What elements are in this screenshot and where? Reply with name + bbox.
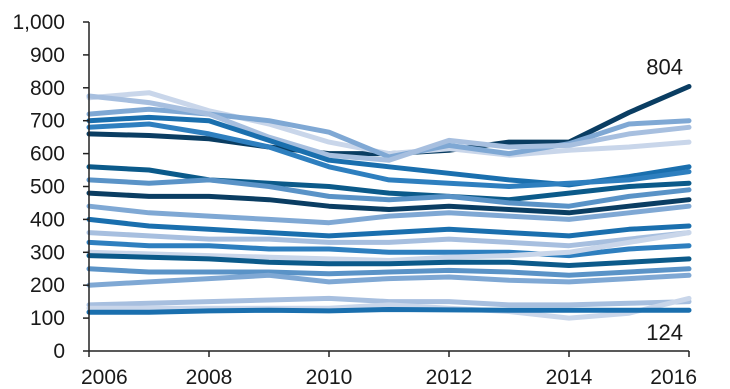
series-line-16 (86, 266, 692, 278)
series-line-18 (86, 295, 692, 308)
y-tick-label: 500 (30, 176, 65, 199)
y-tick-label: 400 (30, 208, 65, 231)
series-line-9 (86, 190, 692, 216)
y-tick-label: 700 (30, 110, 65, 133)
annotation-label: 804 (646, 54, 683, 79)
series-line-14 (86, 230, 692, 263)
x-tick-label: 2006 (81, 366, 128, 389)
y-tick-label: 300 (30, 241, 65, 264)
series-line-20 (86, 307, 692, 315)
x-tick-label: 2012 (426, 366, 473, 389)
y-tick-label: 900 (30, 44, 65, 67)
series-line-2 (86, 90, 692, 158)
series-layer (86, 84, 692, 321)
series-line-4 (86, 93, 692, 163)
y-tick-label: 200 (30, 274, 65, 297)
y-tick-layer: 0 100 200 300 400 500 600 700 800 900 1,000 (12, 11, 89, 363)
series-line-15 (86, 253, 692, 268)
x-tick-label: 2014 (546, 366, 593, 389)
annotation-label: 124 (646, 320, 683, 345)
x-tick-label: 2010 (306, 366, 353, 389)
y-tick-label: 800 (30, 77, 65, 100)
y-tick-label: 0 (53, 340, 65, 363)
y-tick-label: 1,000 (12, 11, 65, 34)
series-line-11 (86, 216, 692, 239)
series-line-12 (86, 230, 692, 249)
annotation-layer: 804 124 (646, 54, 683, 345)
x-tick-label: 2008 (186, 366, 233, 389)
series-line-19 (86, 295, 692, 321)
series-line-13 (86, 239, 692, 259)
y-tick-label: 600 (30, 143, 65, 166)
y-tick-label: 100 (30, 307, 65, 330)
series-line-17 (86, 272, 692, 288)
series-line-6 (86, 121, 692, 189)
series-line-8 (86, 177, 692, 209)
x-tick-layer: 2006 2008 2010 2012 2014 2016 (81, 351, 697, 389)
series-line-10 (86, 203, 692, 226)
series-line-7 (86, 164, 692, 203)
x-tick-label: 2016 (650, 366, 697, 389)
